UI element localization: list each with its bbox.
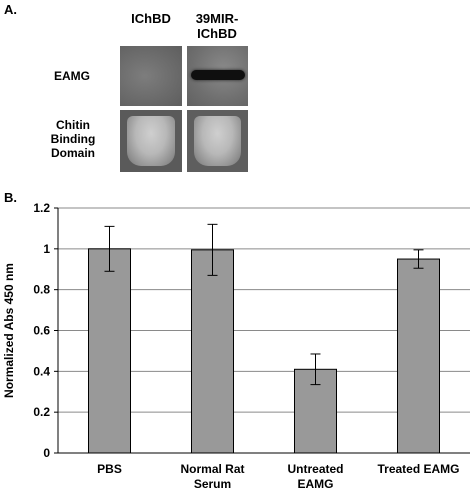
y-tick-label: 1 xyxy=(43,242,50,256)
x-tick-label: Serum xyxy=(194,477,231,491)
bar-chart: 0 0.2 0.4 0.6 0.8 1 1.2 Normalized Abs 450 nm PB… xyxy=(2,201,470,491)
blot-eamg-lane-1 xyxy=(120,46,182,106)
y-tick-label: 1.2 xyxy=(33,201,50,215)
x-tick-label: Untreated xyxy=(287,462,343,476)
y-tick-label: 0 xyxy=(43,446,50,460)
row-label-chitin-binding-domain: Chitin Binding Domain xyxy=(50,118,96,160)
lane-label-39mir-ichbd: 39MIR- IChBD xyxy=(195,11,239,41)
x-tick-label: Normal Rat xyxy=(180,462,244,476)
y-tick-label: 0.6 xyxy=(33,324,50,338)
y-axis-label: Normalized Abs 450 nm xyxy=(2,263,16,398)
x-tick-label: PBS xyxy=(97,462,122,476)
blot-cbd-lane-1 xyxy=(120,110,182,172)
x-tick-label: EAMG xyxy=(298,477,334,491)
y-tick-label: 0.4 xyxy=(33,364,50,378)
row-label-eamg: EAMG xyxy=(54,69,90,83)
blot-eamg-band xyxy=(191,70,245,80)
lane-label-ichbd: IChBD xyxy=(131,11,171,26)
panel-a-label: A. xyxy=(4,2,17,17)
bar xyxy=(397,258,440,454)
y-tick-label: 0.2 xyxy=(33,405,50,419)
y-tick-label: 0.8 xyxy=(33,283,50,297)
blot-cbd-lane-2 xyxy=(187,110,248,172)
panel-b-label: B. xyxy=(4,190,17,205)
bar xyxy=(191,249,234,454)
x-tick-label: Treated EAMG xyxy=(377,462,459,476)
bar xyxy=(88,248,131,454)
